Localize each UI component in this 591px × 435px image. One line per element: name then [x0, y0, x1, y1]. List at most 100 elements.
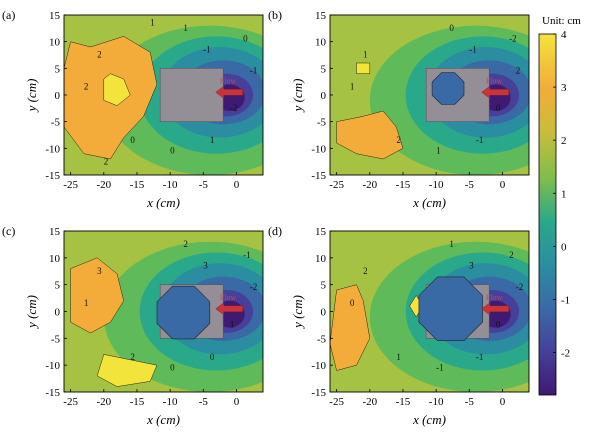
high-region	[96, 354, 158, 387]
contour-label: 0	[170, 146, 175, 156]
contour-label: 2	[130, 352, 135, 362]
x-tick-label: -5	[465, 396, 475, 408]
octagon-hole	[418, 276, 483, 342]
contour-label: -2	[509, 34, 516, 44]
contour-label: 2	[396, 135, 401, 145]
contour-label: 1	[436, 146, 441, 156]
colorbar-unit-label: Unit: cm	[542, 15, 581, 27]
x-tick-label: -20	[96, 179, 111, 191]
y-tick-label: 5	[55, 280, 61, 292]
x-tick-label: -20	[96, 396, 111, 408]
y-tick-label: 5	[55, 63, 61, 75]
contour-label: 1	[350, 82, 355, 92]
x-tick-label: -25	[329, 179, 344, 191]
contour-label: -1	[436, 363, 444, 373]
x-tick-label: 0	[500, 179, 506, 191]
y-tick-label: 10	[49, 37, 61, 49]
contour-label: 2	[104, 156, 109, 166]
x-tick-label: -10	[163, 179, 178, 191]
x-axis-label: x (cm)	[412, 412, 446, 427]
y-tick-label: 5	[321, 63, 327, 75]
contour-label: 1	[230, 320, 235, 330]
x-tick-label: -5	[465, 179, 475, 191]
y-tick-label: 0	[321, 90, 327, 102]
flow-arrow	[481, 302, 510, 316]
y-tick-label: 15	[49, 10, 61, 22]
high-region	[330, 284, 371, 371]
contour-label: -2	[250, 282, 258, 292]
y-tick-label: -10	[45, 143, 60, 155]
flow-label: Flow	[220, 293, 237, 302]
colorbar-tick-label: 2	[561, 135, 567, 147]
contour-label: -1	[243, 250, 251, 260]
x-tick-label: -15	[130, 179, 145, 191]
y-tick-label: -5	[51, 117, 61, 129]
contour-label: 0	[449, 23, 454, 33]
contour-label: 1	[150, 18, 155, 28]
contour-label: 2	[84, 82, 89, 92]
contour-label: 1	[84, 298, 89, 308]
x-tick-label: -5	[199, 396, 209, 408]
y-tick-label: -5	[317, 117, 327, 129]
contour-label: 0	[243, 34, 248, 44]
y-tick-label: -10	[311, 360, 326, 372]
y-tick-label: -15	[45, 170, 60, 182]
panel-letter: (c)	[2, 224, 15, 238]
x-axis-label: x (cm)	[412, 195, 446, 210]
x-tick-label: -25	[63, 396, 78, 408]
contour-label: -1	[250, 66, 258, 76]
y-tick-label: 10	[315, 37, 327, 49]
block	[159, 68, 224, 122]
y-tick-label: 0	[55, 307, 61, 319]
y-tick-label: -5	[317, 333, 327, 345]
y-axis-label: y (cm)	[24, 295, 39, 330]
contour-label: 1	[210, 135, 215, 145]
y-tick-label: -15	[45, 387, 60, 399]
y-tick-label: 0	[321, 307, 327, 319]
contour-label: 3	[97, 266, 102, 276]
contour-label: 1	[183, 23, 188, 33]
x-axis-label: x (cm)	[146, 412, 180, 427]
contour-label: 2	[516, 66, 521, 76]
panel-letter: (d)	[268, 224, 282, 238]
x-tick-label: -20	[362, 396, 377, 408]
x-tick-label: -25	[329, 396, 344, 408]
contour-label: 3	[469, 261, 474, 271]
y-axis-label: y (cm)	[24, 79, 39, 114]
contour-label: 0	[130, 135, 135, 145]
flow-label: Flow	[486, 76, 503, 85]
y-tick-label: 15	[49, 226, 61, 238]
y-tick-label: -15	[311, 170, 326, 182]
y-tick-label: 15	[315, 10, 327, 22]
flow-label: Flow	[486, 293, 503, 302]
contour-label: 2	[509, 250, 513, 260]
panel-letter: (b)	[268, 8, 282, 22]
flow-label: Flow	[220, 76, 237, 85]
colorbar-tick-label: -2	[561, 348, 570, 360]
contour-label: 0	[350, 298, 355, 308]
contour-label: 0	[496, 103, 501, 113]
contour-label: 0	[210, 352, 215, 362]
contour-label: 0	[496, 320, 501, 330]
octagon-hole	[156, 285, 211, 340]
contour-label: 2	[363, 266, 368, 276]
contour-label: -2	[516, 282, 524, 292]
colorbar-tick-label: 0	[561, 241, 567, 253]
colorbar-gradient	[538, 33, 557, 396]
x-tick-label: -15	[396, 179, 411, 191]
contour-label: -1	[469, 44, 477, 54]
high-region	[103, 73, 131, 106]
colorbar-tick-label: 3	[561, 82, 567, 94]
contour-label: 1	[363, 50, 368, 60]
x-tick-label: -10	[429, 179, 444, 191]
x-tick-label: 0	[500, 396, 506, 408]
contour-label: -2	[230, 103, 238, 113]
colorbar-tick-label: -1	[561, 294, 570, 306]
y-tick-label: -5	[51, 333, 61, 345]
x-tick-label: -15	[130, 396, 145, 408]
flow-arrow	[481, 85, 510, 99]
flow-arrow	[215, 302, 244, 316]
